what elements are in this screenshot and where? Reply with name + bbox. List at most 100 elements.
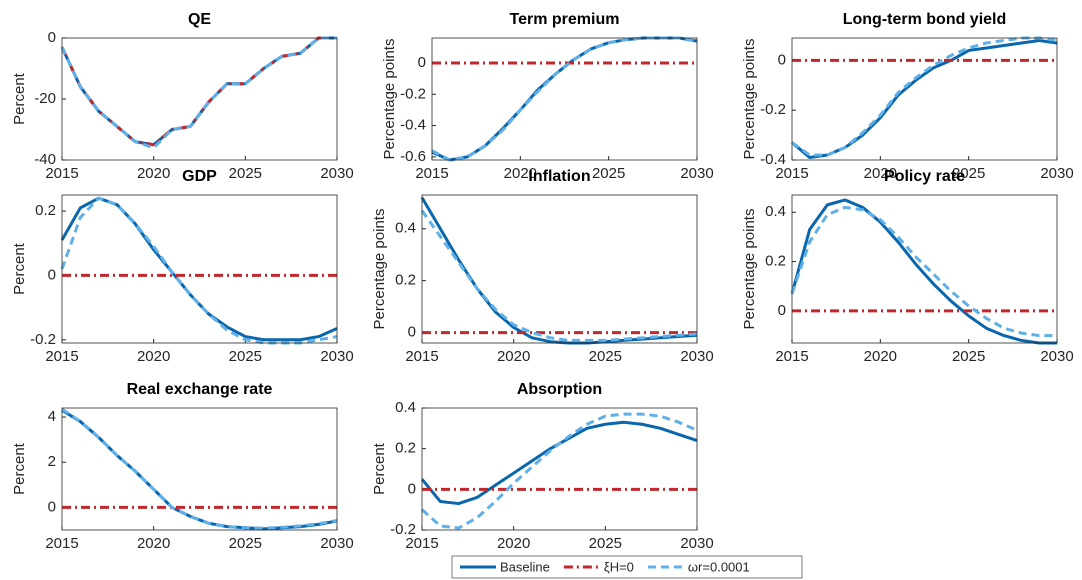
panel-title: QE [188, 11, 211, 28]
series-line [790, 205, 1057, 338]
legend-label: Baseline [500, 559, 550, 574]
legend-label: ωr=0.0001 [688, 559, 750, 574]
series-line [791, 38, 1058, 160]
x-tick-label: 2020 [497, 535, 530, 552]
x-tick-label: 2020 [864, 348, 897, 365]
x-tick-label: 2025 [952, 165, 985, 182]
panel-title: Absorption [517, 381, 602, 398]
legend-label: ξH=0 [604, 559, 634, 574]
panel: Term premium Percentage points 2015 2020 202… [381, 11, 714, 182]
y-tick-label: -40 [34, 151, 56, 168]
x-tick-label: 2020 [137, 165, 170, 182]
axes-box [61, 37, 338, 161]
x-tick-label: 2025 [229, 535, 262, 552]
y-tick-label: 0.2 [35, 202, 56, 219]
y-axis-label: Percentage points [741, 209, 758, 330]
x-tick-label: 2015 [45, 165, 78, 182]
axes-box [791, 194, 1058, 344]
x-tick-label: 2015 [405, 348, 438, 365]
panel-title: Term premium [510, 11, 620, 28]
series-line [60, 36, 337, 147]
x-tick-label: 2015 [775, 348, 808, 365]
x-tick-label: 2020 [137, 535, 170, 552]
y-tick-label: 0 [48, 498, 56, 515]
x-tick-label: 2025 [592, 165, 625, 182]
y-tick-label: 0 [778, 51, 786, 68]
series-line [431, 36, 698, 162]
series-line [421, 412, 698, 530]
x-tick-label: 2020 [497, 348, 530, 365]
axes-box [791, 37, 1058, 161]
y-tick-label: -20 [34, 90, 56, 107]
y-tick-label: 0 [48, 266, 56, 283]
x-tick-label: 2020 [504, 165, 537, 182]
x-tick-label: 2025 [952, 348, 985, 365]
x-tick-label: 2020 [864, 165, 897, 182]
x-tick-label: 2015 [45, 348, 78, 365]
y-tick-label: 0.2 [395, 440, 416, 457]
x-tick-label: 2025 [589, 535, 622, 552]
y-tick-label: 0.2 [395, 272, 416, 289]
panel: Long-term bond yield Percentage points 201… [741, 11, 1074, 182]
series-line [791, 36, 1058, 157]
y-tick-label: 2 [48, 453, 56, 470]
y-tick-label: 0.4 [765, 203, 786, 220]
series-line [60, 196, 338, 342]
y-tick-label: -0.4 [760, 151, 786, 168]
panel-title: Inflation [528, 168, 590, 185]
y-tick-label: 0 [48, 29, 56, 46]
x-tick-label: 2015 [415, 165, 448, 182]
y-tick-label: 0 [778, 302, 786, 319]
x-tick-label: 2015 [405, 535, 438, 552]
x-tick-label: 2015 [775, 165, 808, 182]
axes-box [61, 407, 338, 531]
series-line [431, 36, 698, 162]
panel-title: GDP [182, 168, 217, 185]
y-axis-label: Percent [371, 442, 388, 495]
series-line [61, 408, 338, 531]
series-line [60, 36, 337, 150]
x-tick-label: 2030 [320, 348, 353, 365]
y-tick-label: 0 [418, 54, 426, 71]
y-tick-label: 0.4 [395, 399, 416, 416]
panel-title: Policy rate [884, 168, 965, 185]
axes-box [421, 194, 698, 344]
x-tick-label: 2030 [680, 165, 713, 182]
x-tick-label: 2030 [320, 165, 353, 182]
series-line [60, 196, 338, 345]
y-tick-label: 0 [408, 324, 416, 341]
axes-box [421, 407, 698, 531]
axes-box [431, 37, 698, 161]
x-tick-label: 2025 [229, 348, 262, 365]
y-tick-label: -0.2 [390, 521, 416, 538]
y-tick-label: -0.6 [400, 148, 426, 165]
panel: Policy rate Percentage points 2015 2020 2025… [741, 168, 1074, 365]
y-axis-label: Percent [11, 242, 28, 295]
y-tick-label: 0 [408, 480, 416, 497]
y-tick-label: 0.4 [395, 220, 416, 237]
x-tick-label: 2025 [229, 165, 262, 182]
x-tick-label: 2020 [137, 348, 170, 365]
x-tick-label: 2030 [680, 348, 713, 365]
legend: Baseline ξH=0 ωr=0.0001 [451, 555, 803, 579]
series-line [61, 407, 338, 530]
panel-title: Real exchange rate [127, 381, 273, 398]
panel: QE Percent 2015 2020 2025 2030 -40 -20 0 [11, 11, 354, 182]
y-axis-label: Percent [11, 442, 28, 495]
x-tick-label: 2030 [680, 535, 713, 552]
y-tick-label: -0.2 [760, 101, 786, 118]
y-tick-label: 0.2 [765, 253, 786, 270]
panel: Absorption Percent 2015 2020 2025 2030 -0.2 0 0.… [371, 381, 714, 552]
legend-box [451, 555, 803, 579]
x-tick-label: 2030 [320, 535, 353, 552]
y-axis-label: Percent [11, 72, 28, 125]
x-tick-label: 2030 [1040, 165, 1073, 182]
y-tick-label: -0.2 [400, 85, 426, 102]
panel-title: Long-term bond yield [843, 11, 1007, 28]
y-tick-label: 4 [48, 408, 56, 425]
axes-box [61, 194, 338, 344]
series-line [420, 420, 698, 506]
x-tick-label: 2025 [589, 348, 622, 365]
x-tick-label: 2015 [45, 535, 78, 552]
